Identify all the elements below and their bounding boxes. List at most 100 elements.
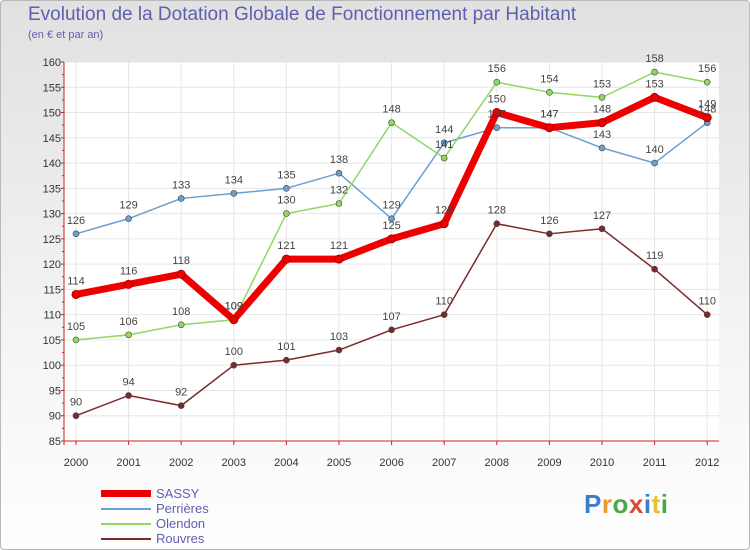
y-tick-label: 110: [43, 310, 61, 322]
data-label: 150: [488, 94, 506, 106]
data-label: 94: [122, 377, 134, 389]
data-label: 121: [330, 240, 348, 252]
data-label: 125: [382, 220, 400, 232]
data-point: [544, 123, 554, 133]
data-label: 156: [488, 63, 506, 75]
legend-item: Rouvres: [101, 531, 209, 546]
data-point: [283, 185, 290, 192]
x-tick-label: 2009: [537, 457, 561, 469]
data-point: [597, 118, 607, 128]
data-point: [125, 331, 132, 339]
legend-item: SASSY: [101, 486, 209, 501]
data-point: [598, 94, 606, 101]
data-point: [283, 210, 290, 217]
legend-item: Olendon: [101, 516, 209, 531]
data-point: [440, 139, 448, 147]
axis-layer: 85 90 95 100 105 110 115 120 125 130 135 140 145 150 1…: [43, 57, 720, 469]
y-tick-label: 135: [43, 183, 61, 195]
proxiti-logo: Proxiti: [584, 489, 668, 520]
data-point: [492, 108, 502, 118]
chart-title: Evolution de la Dotation Globale de Fonc…: [28, 4, 577, 25]
data-point: [177, 402, 185, 409]
data-point: [335, 346, 343, 354]
data-point: [72, 412, 80, 420]
data-label: 101: [277, 341, 295, 353]
y-tick-label: 130: [43, 209, 61, 221]
data-label: 135: [277, 169, 295, 181]
data-point: [439, 219, 449, 229]
data-point: [230, 190, 238, 197]
data-point: [703, 311, 711, 318]
legend: SASSY Perrières Olendon Rouvres: [101, 486, 209, 546]
data-label: 144: [435, 124, 453, 136]
legend-swatch: [101, 507, 151, 510]
logo-letter: r: [601, 489, 613, 519]
data-label: 90: [70, 397, 82, 409]
data-label: 107: [382, 311, 400, 323]
data-label: 153: [645, 78, 663, 90]
data-point: [651, 265, 658, 273]
legend-swatch: [101, 522, 151, 525]
data-label: 154: [540, 73, 558, 85]
data-label: 147: [540, 109, 558, 121]
data-point: [493, 220, 501, 228]
legend-label: Perrières: [156, 501, 209, 516]
data-label: 138: [330, 154, 348, 166]
y-tick-label: 125: [43, 234, 61, 246]
y-tick-label: 85: [49, 436, 61, 448]
data-point: [72, 336, 80, 344]
data-point: [650, 92, 660, 102]
data-label: 158: [645, 53, 663, 65]
data-point: [335, 169, 343, 177]
data-point: [230, 361, 238, 369]
x-tick-label: 2002: [169, 457, 193, 469]
grid-layer: [64, 61, 719, 442]
x-tick-label: 2010: [590, 457, 614, 469]
data-label: 133: [172, 179, 190, 191]
data-point: [71, 289, 81, 299]
data-label: 147: [540, 109, 558, 121]
legend-label: SASSY: [156, 486, 200, 501]
data-label: 148: [593, 104, 611, 116]
data-point: [124, 279, 134, 289]
data-label: 134: [225, 174, 243, 186]
data-point: [651, 68, 658, 76]
data-label: 132: [330, 184, 348, 196]
y-tick-label: 105: [43, 335, 61, 347]
legend-label: Rouvres: [156, 531, 205, 546]
legend-item: Perrières: [101, 501, 209, 516]
data-label: 114: [67, 275, 85, 287]
x-tick-label: 2001: [116, 457, 140, 469]
data-point: [493, 124, 501, 131]
data-label: 143: [593, 129, 611, 141]
x-tick-label: 2004: [274, 457, 298, 469]
data-point: [335, 200, 343, 207]
data-point: [440, 311, 448, 318]
legend-swatch: [101, 490, 151, 497]
legend-swatch: [101, 537, 151, 540]
data-label: 128: [488, 205, 506, 217]
data-label: 121: [277, 240, 295, 252]
data-point: [388, 119, 395, 126]
data-label: 153: [593, 78, 611, 90]
data-label: 147: [488, 109, 506, 121]
data-label: 141: [435, 139, 453, 151]
data-label: 126: [540, 215, 558, 227]
data-label: 156: [698, 63, 716, 75]
data-point: [281, 254, 291, 264]
data-point: [598, 144, 606, 152]
data-label: 140: [645, 144, 663, 156]
data-label: 127: [593, 210, 611, 222]
y-tick-label: 90: [49, 411, 61, 423]
logo-letter: P: [584, 489, 602, 519]
logo-letter: x: [628, 489, 644, 519]
data-point: [546, 230, 553, 238]
data-point: [493, 78, 501, 86]
logo-letter: t: [651, 489, 661, 519]
data-point: [388, 326, 395, 334]
data-point: [229, 315, 239, 325]
x-tick-label: 2003: [222, 457, 246, 469]
data-label: 109: [225, 301, 243, 313]
